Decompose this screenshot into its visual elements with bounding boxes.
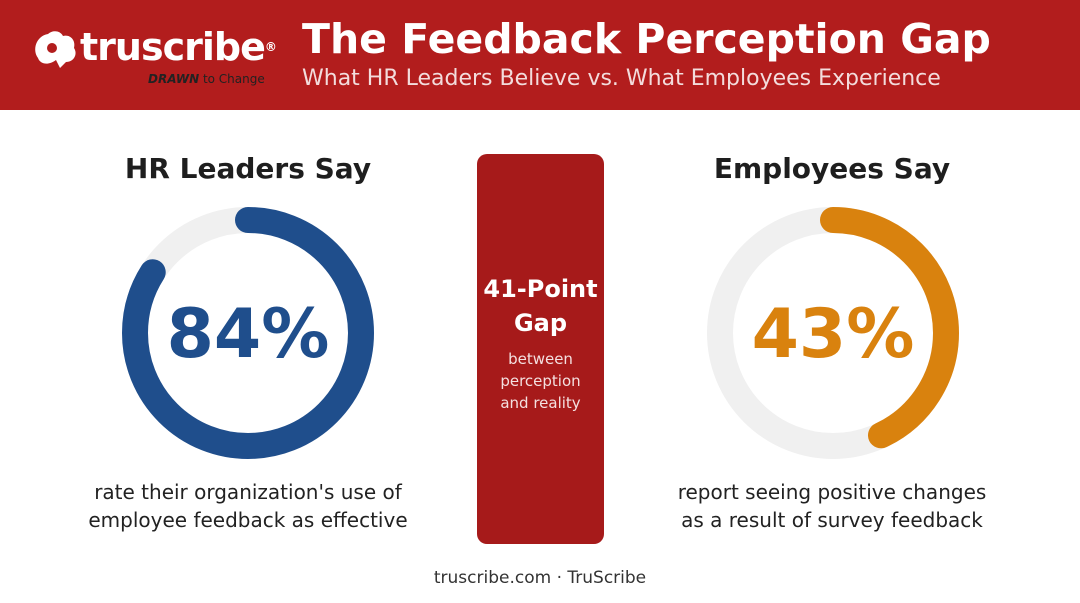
hr-leaders-percent: 84% [167, 295, 330, 374]
gap-note-line: and reality [500, 394, 581, 412]
hr-leaders-donut-svg: 84% [122, 207, 374, 459]
hr-leaders-caption: rate their organization's use of employe… [38, 478, 458, 534]
employees-percent: 43% [752, 295, 915, 374]
footer-credit[interactable]: truscribe.com · TruScribe [433, 568, 647, 588]
employees-caption-line: as a result of survey feedback [681, 508, 983, 532]
hr-leaders-donut: 84% [120, 205, 376, 461]
hr-leaders-heading: HR Leaders Say [124, 152, 372, 185]
truscribe-logo[interactable]: truscribe® DRAWN to Change [30, 22, 280, 92]
employees-donut-arc [707, 207, 959, 459]
gap-label-line: Gap [513, 309, 568, 337]
gap-note: between perception and reality [477, 348, 604, 414]
gap-callout: 41-Point Gap between perception and real… [477, 154, 604, 544]
logo-wordmark: truscribe® [80, 25, 277, 69]
employees-caption-line: report seeing positive changes [677, 480, 987, 504]
employees-caption: report seeing positive changes as a resu… [622, 478, 1042, 534]
logo-hand-icon [35, 31, 76, 68]
employees-donut: 43% [705, 205, 961, 461]
gap-note-line: between [508, 350, 573, 368]
page-subtitle: What HR Leaders Believe vs. What Employe… [302, 66, 941, 91]
hr-leaders-donut-arc [122, 207, 374, 459]
page-title: The Feedback Perception Gap [302, 15, 991, 63]
header-banner: truscribe® DRAWN to Change The Feedback … [0, 0, 1080, 110]
employees-heading: Employees Say [713, 152, 951, 185]
gap-label: 41-Point Gap [477, 272, 604, 340]
hr-leaders-caption-line: rate their organization's use of [94, 480, 402, 504]
gap-note-line: perception [500, 372, 581, 390]
gap-label-line: 41-Point [483, 275, 598, 303]
hr-leaders-caption-line: employee feedback as effective [88, 508, 408, 532]
logo-tagline: DRAWN to Change [148, 72, 265, 86]
employees-donut-svg: 43% [707, 207, 959, 459]
